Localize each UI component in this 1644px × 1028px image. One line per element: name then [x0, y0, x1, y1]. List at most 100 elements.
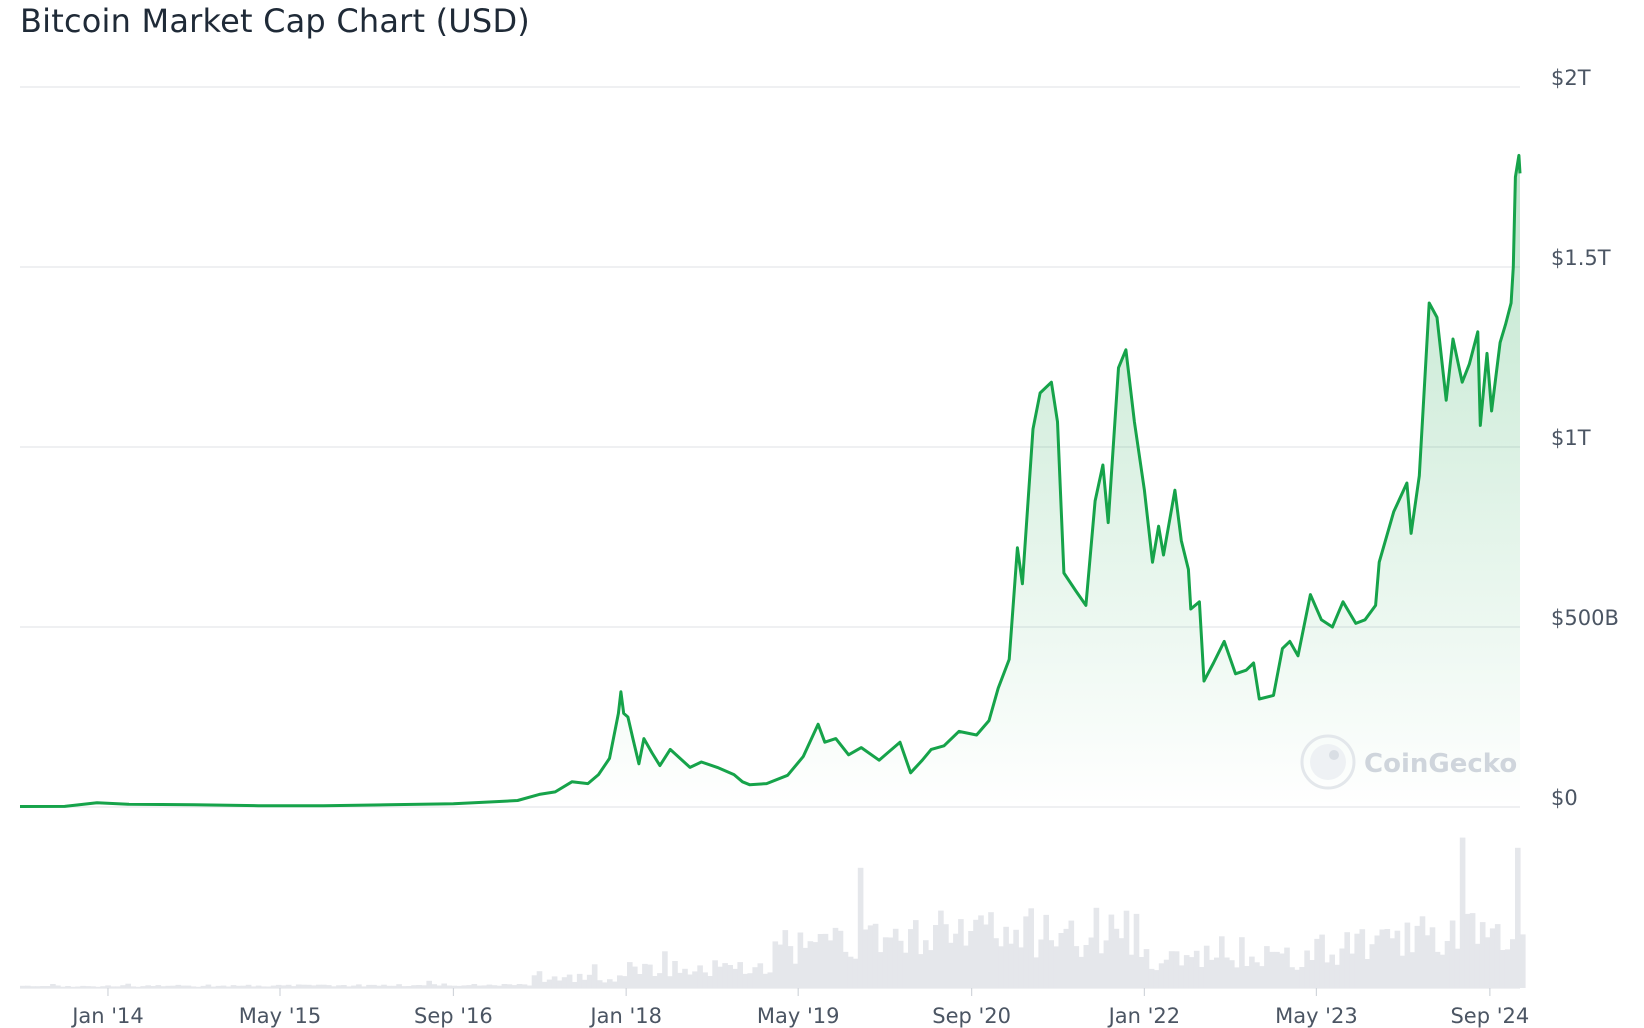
volume-bar — [1198, 967, 1205, 988]
volume-bar — [1479, 922, 1486, 988]
volume-bar — [732, 968, 738, 988]
volume-bar — [336, 985, 342, 988]
volume-bar — [1409, 952, 1416, 988]
volume-bar — [260, 986, 267, 988]
volume-bar — [1018, 947, 1024, 988]
volume-bar — [381, 984, 387, 988]
volume-bar — [150, 986, 156, 988]
volume-bar — [65, 986, 71, 988]
volume-bar — [682, 968, 688, 988]
y-tick-label: $0 — [1551, 786, 1578, 810]
volume-bar — [657, 973, 663, 988]
volume-bar — [1083, 945, 1090, 988]
volume-bar — [1344, 932, 1350, 988]
volume-bar — [672, 961, 678, 988]
volume-bar — [70, 986, 76, 988]
volume-bar — [55, 985, 61, 988]
volume-bar — [1454, 948, 1461, 988]
volume-bar — [948, 942, 954, 988]
volume-bar — [1254, 962, 1260, 988]
volume-bar — [1384, 929, 1391, 988]
volume-bar — [1193, 950, 1200, 988]
volume-bar — [45, 986, 51, 988]
volume-bar — [1058, 933, 1065, 988]
volume-bar — [1414, 925, 1421, 988]
volume-bar — [1143, 949, 1150, 988]
volume-bar — [25, 985, 31, 988]
volume-bar — [1013, 929, 1019, 988]
volume-bar — [1299, 967, 1305, 988]
volume-bar — [817, 934, 824, 988]
volume-bar — [245, 984, 252, 988]
market-cap-line — [19, 153, 1522, 808]
volume-bar — [100, 986, 106, 988]
volume-bar — [988, 912, 994, 988]
volume-bar — [1339, 948, 1345, 988]
volume-bar — [908, 929, 914, 988]
volume-bar — [285, 984, 292, 988]
volume-bar — [772, 941, 779, 988]
volume-bar — [1510, 939, 1516, 988]
volume-bar — [1088, 937, 1095, 988]
volume-bar — [677, 972, 683, 988]
volume-bar — [642, 963, 648, 988]
volume-bar — [386, 985, 392, 988]
volume-bar — [787, 946, 794, 988]
volume-bar — [85, 986, 91, 988]
volume-bar — [1068, 920, 1075, 988]
volume-bar — [446, 985, 452, 988]
volume-bar — [647, 964, 653, 988]
volume-bar — [822, 933, 829, 988]
volume-bar — [115, 986, 121, 988]
volume-bar — [872, 923, 879, 988]
x-tick-label: May '19 — [757, 1004, 840, 1028]
volume-bar — [506, 984, 513, 988]
volume-bar — [541, 981, 548, 988]
volume-bar — [1459, 837, 1466, 988]
volume-bar — [306, 984, 312, 988]
volume-bar — [897, 940, 904, 988]
volume-bar — [1319, 934, 1325, 988]
volume-bar — [591, 964, 598, 988]
volume-bar — [165, 985, 172, 988]
volume-bar — [727, 965, 733, 988]
volume-bar — [316, 984, 322, 988]
volume-bar — [431, 984, 437, 988]
volume-bar — [80, 985, 86, 988]
volume-bar — [421, 985, 427, 988]
volume-bar — [612, 981, 618, 988]
volume-bar — [356, 984, 362, 988]
volume-bar — [526, 985, 533, 988]
volume-bar — [983, 924, 989, 988]
x-tick-label: Sep '20 — [932, 1004, 1011, 1028]
volume-bar — [757, 963, 764, 988]
volume-bar — [40, 986, 46, 988]
volume-bar — [1394, 930, 1401, 988]
volume-bar — [571, 982, 578, 988]
volume-bar — [30, 986, 36, 988]
volume-bar — [1108, 914, 1115, 988]
volume-bar — [902, 952, 909, 988]
volume-bar — [561, 977, 568, 988]
volume-bar — [782, 930, 789, 988]
volume-bar — [215, 985, 222, 988]
x-tick-label: Jan '18 — [588, 1004, 662, 1028]
volume-bar — [1123, 910, 1130, 988]
volume-bar — [1239, 937, 1245, 988]
volume-bar — [1033, 957, 1039, 988]
volume-bar — [1364, 959, 1371, 988]
volume-bar — [20, 985, 26, 988]
volume-bar — [1133, 913, 1140, 988]
market-cap-area — [20, 155, 1520, 807]
volume-bar — [1214, 957, 1220, 988]
volume-bar — [1309, 960, 1315, 988]
volume-bar — [155, 985, 162, 988]
volume-bar — [125, 983, 131, 988]
volume-bar — [802, 947, 809, 988]
volume-bar — [341, 985, 347, 988]
volume-bar — [867, 925, 874, 988]
volume-bar — [551, 976, 558, 988]
y-axis: $2T $1.5T $1T $500B $0 — [1551, 66, 1619, 810]
volume-bar — [511, 985, 518, 988]
volume-bar — [1188, 957, 1195, 988]
